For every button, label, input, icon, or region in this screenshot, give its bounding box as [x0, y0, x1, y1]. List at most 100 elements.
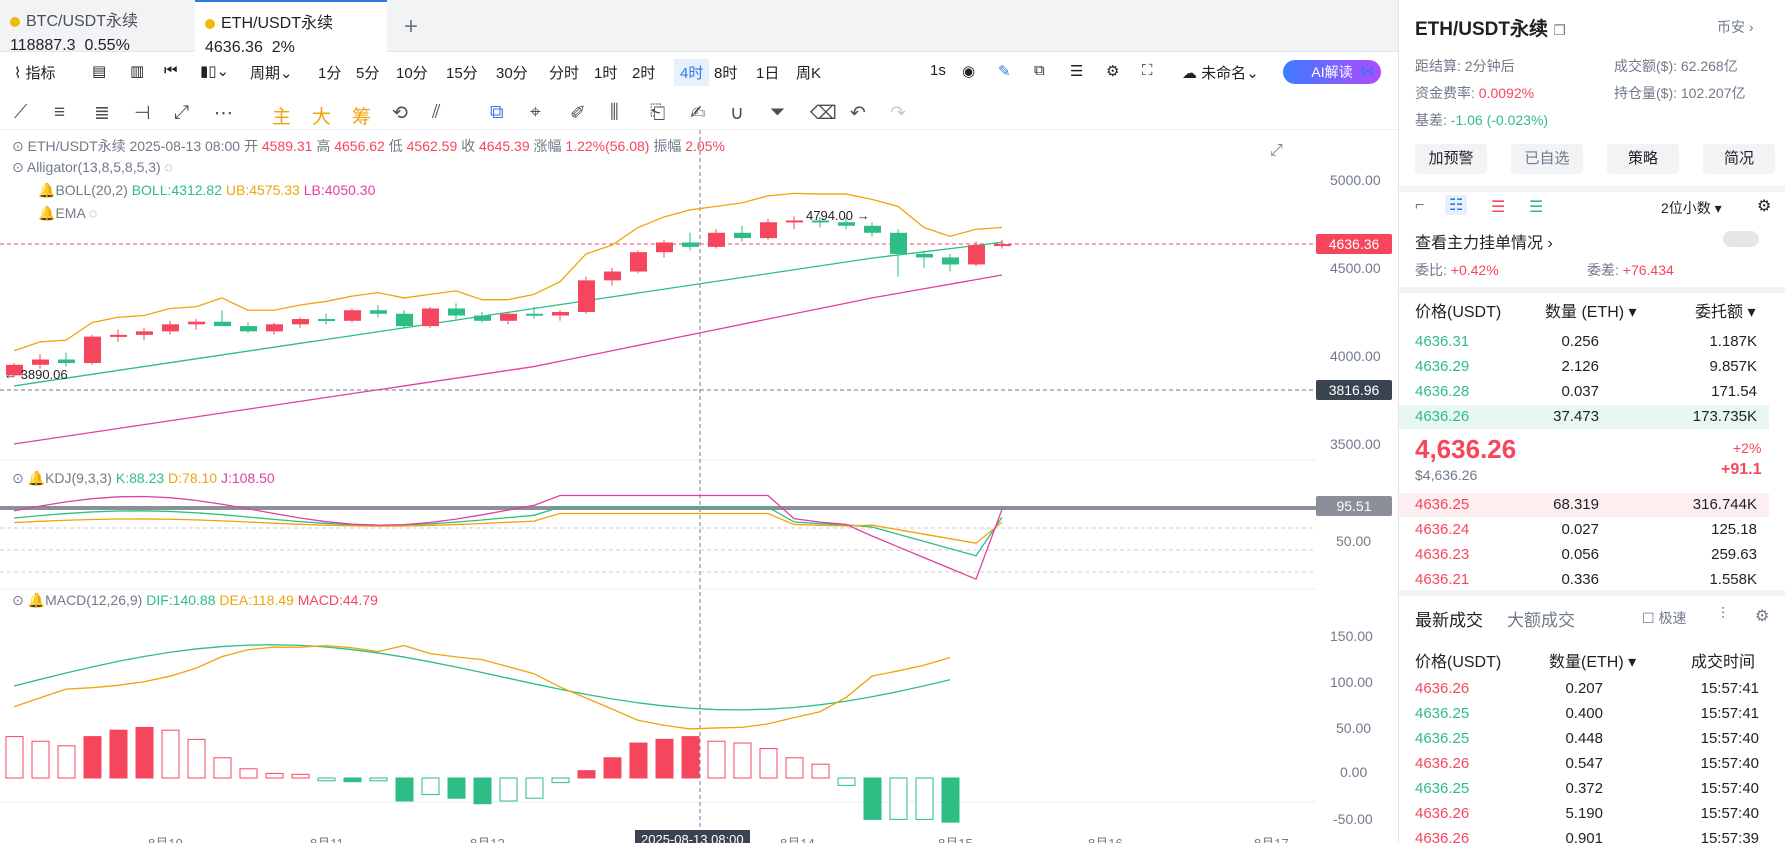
interval-5[interactable]: 分时 — [549, 65, 580, 82]
brush-icon[interactable]: ✐ — [570, 103, 586, 124]
alert-button[interactable]: 加预警 — [1415, 144, 1487, 174]
interval-1[interactable]: 5分 — [356, 65, 380, 82]
share-icon[interactable]: ⋈ — [1360, 63, 1375, 80]
ob-ask-icon[interactable]: ☰ — [1491, 199, 1506, 216]
depth-toggle[interactable] — [1723, 231, 1759, 247]
orderbook-row[interactable]: 4636.28 0.037 171.54 — [1399, 380, 1769, 404]
decimals-dropdown[interactable]: 2位小数 ▾ — [1661, 200, 1722, 216]
line-tool-icon[interactable]: ⟋ — [14, 102, 28, 123]
ob-both-icon[interactable]: ⌐ — [1415, 197, 1425, 214]
interval-0[interactable]: 1分 — [318, 65, 342, 82]
x-tick: 8月11 — [310, 833, 344, 843]
watchlist-button[interactable]: 已自选 — [1511, 144, 1583, 174]
depth-link[interactable]: 查看主力挂单情况 › — [1415, 235, 1553, 252]
ob-qty: 0.037 — [1561, 383, 1599, 400]
arrow-tool-icon[interactable]: ⤢ — [174, 102, 190, 123]
ob-settings-icon[interactable]: ⚙ — [1757, 198, 1772, 215]
orderbook-row[interactable]: 4636.29 2.126 9.857K — [1399, 355, 1769, 379]
cross-tool-icon[interactable]: ⊣ — [134, 103, 151, 124]
ai-button[interactable]: AI解读 — [1283, 60, 1381, 84]
chart-svg[interactable] — [0, 130, 1398, 843]
fast-checkbox[interactable]: ☐ 极速 — [1642, 610, 1687, 626]
interval-3[interactable]: 15分 — [446, 65, 478, 82]
candle-body — [110, 334, 127, 337]
orderbook-row[interactable]: 4636.25 68.319 316.744K — [1399, 493, 1769, 517]
clipboard-icon[interactable]: ⎗ — [650, 102, 666, 123]
expand-icon[interactable]: ⤢ — [1270, 142, 1283, 159]
candle-icon[interactable]: ⫼ — [610, 102, 619, 123]
speed[interactable]: 1s — [930, 62, 946, 79]
trades-filter-icon[interactable]: ⫶ — [1721, 606, 1726, 623]
volume-row: 成交额($): 62.268亿 — [1614, 58, 1738, 74]
trade-price: 4636.25 — [1415, 705, 1470, 722]
interval-11[interactable]: 周K — [796, 65, 822, 82]
macd-bar — [265, 772, 284, 779]
more-tool-icon[interactable]: ⋯ — [214, 103, 233, 124]
redo-icon[interactable]: ↷ — [890, 103, 906, 124]
save-layout[interactable]: ☁ 未命名⌄ — [1182, 65, 1259, 82]
ob-head-qty[interactable]: 数量 (ETH) ▾ — [1545, 304, 1637, 321]
interval-6[interactable]: 1时 — [594, 65, 618, 82]
main-button[interactable]: 主 — [272, 107, 292, 128]
trade-time: 15:57:39 — [1700, 830, 1759, 843]
chip-button[interactable]: 筹 — [352, 107, 372, 128]
interval-8[interactable]: 4时 — [674, 59, 710, 86]
tr-head-qty[interactable]: 数量(ETH) ▾ — [1549, 654, 1637, 671]
settings-icon[interactable]: ⚙ — [1106, 63, 1120, 80]
macd-bar — [707, 740, 726, 779]
interval-10[interactable]: 1日 — [756, 65, 780, 82]
boll-legend: 🔔BOLL(20,2) BOLL:4312.82 UB:4575.33 LB:4… — [38, 182, 376, 198]
orderbook-row[interactable]: 4636.23 0.056 259.63 — [1399, 543, 1769, 567]
add-tab-icon[interactable]: + — [404, 13, 419, 40]
layout-icon[interactable]: ▤ — [92, 63, 107, 80]
orderbook-row[interactable]: 4636.26 37.473 173.735K — [1399, 405, 1769, 429]
strategy-button[interactable]: 策略 — [1607, 144, 1679, 174]
indicator-button[interactable]: ⌇ 指标 — [14, 65, 56, 82]
measure-icon[interactable]: ⌖ — [530, 102, 541, 123]
candle-body — [318, 319, 335, 322]
trades-settings-icon[interactable]: ⚙ — [1755, 608, 1770, 625]
overview-button[interactable]: 简况 — [1703, 144, 1775, 174]
orderbook-row[interactable]: 4636.24 0.027 125.18 — [1399, 518, 1769, 542]
orderbook-row[interactable]: 4636.21 0.336 1.558K — [1399, 568, 1769, 592]
chart-area[interactable]: ⊙ ETH/USDT永续 2025-08-13 08:00 开 4589.31 … — [0, 130, 1398, 843]
channel-tool-icon[interactable]: ≣ — [94, 103, 110, 124]
tab-btc[interactable]: BTC/USDT永续 118887.3 0.55% — [10, 13, 139, 54]
ob-head-amount[interactable]: 委托额 ▾ — [1695, 304, 1756, 321]
tab-eth[interactable]: ETH/USDT永续 4636.36 2% — [195, 0, 387, 56]
period-dropdown[interactable]: 周期⌄ — [250, 65, 293, 82]
orderbook-row[interactable]: 4636.31 0.256 1.187K — [1399, 330, 1769, 354]
list-icon[interactable]: ☰ — [1070, 63, 1084, 80]
undo-icon[interactable]: ↶ — [850, 103, 866, 124]
hline-tool-icon[interactable]: ≡ — [54, 102, 66, 123]
sync-icon[interactable]: ⟲ — [392, 103, 408, 124]
ruler-icon[interactable]: ⫽ — [432, 102, 441, 123]
ob-split-icon[interactable]: ☷ — [1445, 195, 1468, 215]
magnet-icon[interactable]: ∪ — [730, 103, 744, 124]
interval-2[interactable]: 10分 — [396, 65, 428, 82]
big-button[interactable]: 大 — [312, 107, 332, 128]
tab-latest-trades[interactable]: 最新成交 — [1415, 611, 1483, 630]
template-icon[interactable]: ▥ — [130, 63, 145, 80]
copy-icon[interactable]: ⧉ — [490, 102, 504, 123]
tab-large-trades[interactable]: 大额成交 — [1507, 611, 1575, 630]
macd-bar — [733, 742, 752, 779]
filter-icon[interactable]: ⏷ — [770, 102, 786, 123]
camera-icon[interactable]: ◉ — [962, 63, 976, 80]
candle-type-icon[interactable]: ▮▯⌄ — [200, 63, 230, 80]
draw-icon[interactable]: ✎ — [998, 63, 1011, 80]
replay-icon[interactable]: ⏮ — [164, 62, 178, 79]
trash-icon[interactable]: ⌫ — [810, 103, 837, 124]
interval-9[interactable]: 8时 — [714, 65, 738, 82]
fullscreen-icon[interactable]: ⛶ — [1142, 62, 1153, 79]
interval-7[interactable]: 2时 — [632, 65, 656, 82]
ob-price: 4636.29 — [1415, 358, 1470, 375]
compare-icon[interactable]: ⧉ — [1034, 62, 1045, 79]
exchange-link[interactable]: 币安 › — [1717, 19, 1754, 35]
price-tick: 4500.00 — [1330, 260, 1381, 276]
ob-bid-icon[interactable]: ☰ — [1529, 199, 1544, 216]
note-icon[interactable]: ✍ — [690, 103, 706, 124]
interval-4[interactable]: 30分 — [496, 65, 528, 82]
trade-row: 4636.26 5.190 15:57:40 — [1399, 802, 1769, 826]
trade-time: 15:57:41 — [1700, 680, 1759, 697]
